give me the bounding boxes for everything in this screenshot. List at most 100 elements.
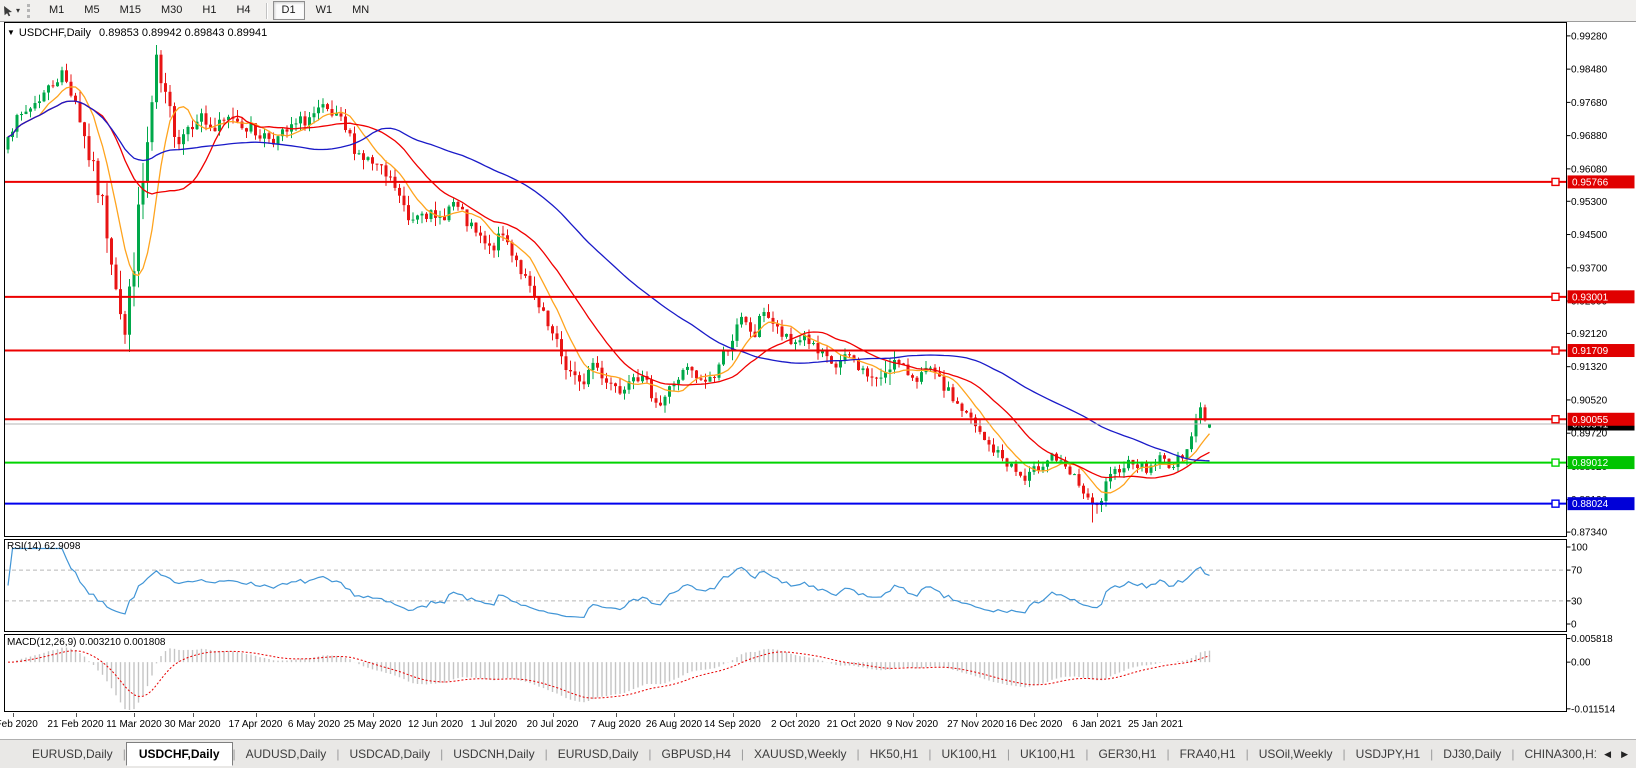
svg-text:0.89720: 0.89720: [1571, 429, 1608, 440]
chart-tab-ger30-h1[interactable]: GER30,H1: [1098, 747, 1157, 761]
date-tick: [314, 713, 315, 717]
date-tick: [732, 713, 734, 717]
date-label: 11 Mar 2020: [106, 719, 162, 730]
price-axis[interactable]: 0.99280 0.98480 0.97680 0.96880 0.96080 0.953…: [1566, 31, 1635, 538]
chart-tab-dj30-daily[interactable]: DJ30,Daily: [1443, 747, 1502, 761]
date-tick: [1097, 713, 1098, 717]
chart-tab-eurusd-daily[interactable]: EURUSD,Daily: [32, 747, 113, 761]
chart-tab-usdcnh-daily[interactable]: USDCNH,Daily: [453, 747, 535, 761]
chart-tab-xauusd-weekly[interactable]: XAUUSD,Weekly: [754, 747, 847, 761]
ma-8-line: [7, 86, 1210, 494]
chart-tab-fra40-h1[interactable]: FRA40,H1: [1179, 747, 1236, 761]
timeframe-button-m5[interactable]: M5: [75, 1, 108, 20]
chart-tab-usdchf-daily[interactable]: USDCHF,Daily: [125, 742, 233, 766]
date-label: 26 Aug 2020: [645, 719, 703, 730]
chart-tabs: EURUSD,Daily | USDCHF,Daily | AUDUSD,Daily | U…: [0, 740, 1596, 768]
level-price-tag: [1567, 290, 1635, 304]
ma-20-line: [7, 100, 1210, 479]
svg-text:0.89012: 0.89012: [1572, 458, 1609, 469]
date-label: 21 Feb 2020: [47, 719, 104, 730]
timeframe-button-w1[interactable]: W1: [307, 1, 342, 20]
date-tick: [372, 713, 374, 717]
svg-text:0.99280: 0.99280: [1571, 31, 1608, 42]
level-line-handle: [1551, 292, 1560, 302]
date-tick: [1034, 713, 1035, 717]
caret-down-icon: ▾: [16, 6, 21, 15]
chart-tab-hk50-h1[interactable]: HK50,H1: [869, 747, 919, 761]
date-label: 1 Jul 2020: [470, 719, 518, 730]
svg-text:0.93001: 0.93001: [1572, 292, 1609, 303]
collapse-arrow-icon[interactable]: ▼: [7, 28, 15, 37]
chart-tab-gbpusd-h4[interactable]: GBPUSD,H4: [661, 747, 731, 761]
toolbar-grip[interactable]: [27, 3, 33, 18]
date-tick: [12, 713, 14, 717]
date-tick: [255, 713, 257, 717]
date-label: 25 Jan 2021: [1127, 719, 1184, 730]
date-label: 2 Oct 2020: [771, 719, 820, 730]
level-price-tag: [1567, 175, 1635, 189]
timeframe-button-m1[interactable]: M1: [40, 1, 73, 20]
timeframe-buttons: M1 M5 M15 M30 H1 H4 D1 W1 MN: [39, 0, 379, 22]
level-price-tag: [1567, 344, 1635, 358]
date-label: 7 Aug 2020: [590, 719, 641, 730]
tab-separator: |: [1430, 747, 1434, 761]
timeframe-button-mn[interactable]: MN: [343, 1, 378, 20]
date-tick: [134, 713, 135, 717]
date-label: 20 Jul 2020: [526, 719, 579, 730]
tab-separator: |: [1085, 747, 1089, 761]
chart-tab-usdjpy-h1[interactable]: USDJPY,H1: [1355, 747, 1421, 761]
svg-text:0.92120: 0.92120: [1571, 329, 1608, 340]
svg-text:0.96880: 0.96880: [1571, 131, 1608, 142]
chart-title: ▼ USDCHF,Daily 0.89853 0.89942 0.89843 0.8…: [7, 27, 267, 39]
tab-scroll-right-icon[interactable]: ▶: [1621, 748, 1628, 759]
date-tick: [1155, 713, 1157, 717]
timeframe-toolbar: ▾ M1 M5 M15 M30 H1 H4 D1 W1 MN: [0, 0, 1636, 22]
rsi-plot-border: [4, 539, 1567, 632]
svg-text:70: 70: [1571, 566, 1583, 577]
date-label: 27 Nov 2020: [947, 719, 1004, 730]
timeframe-button-m15[interactable]: M15: [111, 1, 150, 20]
date-label: 16 Dec 2020: [1005, 719, 1063, 730]
tab-separator: |: [232, 747, 236, 761]
timeframe-button-h1[interactable]: H1: [193, 1, 225, 20]
date-tick: [674, 713, 675, 717]
rsi-panel-canvas[interactable]: 100 70 30 0: [0, 539, 1636, 633]
chart-tab-china300-h1[interactable]: CHINA300,H1: [1524, 747, 1597, 761]
date-tick: [192, 713, 194, 717]
timeframe-button-m30[interactable]: M30: [152, 1, 191, 20]
chart-tab-audusd-daily[interactable]: AUDUSD,Daily: [245, 747, 327, 761]
tab-separator: |: [648, 747, 652, 761]
date-label: 9 Nov 2020: [886, 719, 939, 730]
svg-text:30: 30: [1571, 596, 1583, 607]
rsi-axis: 100 70 30 0: [1566, 543, 1588, 631]
svg-text:0.90520: 0.90520: [1571, 395, 1608, 406]
price-chart-canvas[interactable]: 0.99280 0.98480 0.97680 0.96880 0.96080 0.953…: [0, 21, 1636, 538]
tab-separator: |: [544, 747, 548, 761]
svg-text:0.91709: 0.91709: [1572, 346, 1609, 357]
chart-tab-usoil-weekly[interactable]: USOil,Weekly: [1258, 747, 1333, 761]
date-tick: [552, 713, 554, 717]
level-price-tag: [1567, 456, 1635, 470]
date-label: 12 Jun 2020: [407, 719, 464, 730]
chart-tab-usdcad-daily[interactable]: USDCAD,Daily: [349, 747, 431, 761]
chart-tab-eurusd-daily[interactable]: EURUSD,Daily: [557, 747, 639, 761]
chart-tab-uk100-h1[interactable]: UK100,H1: [1019, 747, 1076, 761]
svg-text:0.97680: 0.97680: [1571, 98, 1608, 109]
date-label: 3 Feb 2020: [0, 719, 38, 730]
date-label: 14 Sep 2020: [704, 719, 761, 730]
tab-separator: |: [1006, 747, 1010, 761]
tab-separator: |: [740, 747, 745, 761]
cursor-tool-button[interactable]: ▾: [0, 2, 24, 20]
timeframe-button-h4[interactable]: H4: [227, 1, 259, 20]
tab-scroll-left-icon[interactable]: ◀: [1604, 748, 1612, 759]
macd-panel-canvas[interactable]: 0.005818 0.00 -0.011514: [0, 634, 1636, 713]
svg-text:0.91320: 0.91320: [1571, 362, 1608, 373]
date-tick: [975, 713, 977, 717]
level-line-handle: [1551, 177, 1560, 187]
timeframe-button-d1[interactable]: D1: [272, 1, 305, 20]
macd-axis: 0.005818 0.00 -0.011514: [1566, 634, 1616, 713]
date-label: 6 Jan 2021: [1072, 719, 1122, 730]
chart-tab-uk100-h1[interactable]: UK100,H1: [941, 747, 997, 761]
tab-separator: |: [1166, 747, 1170, 761]
